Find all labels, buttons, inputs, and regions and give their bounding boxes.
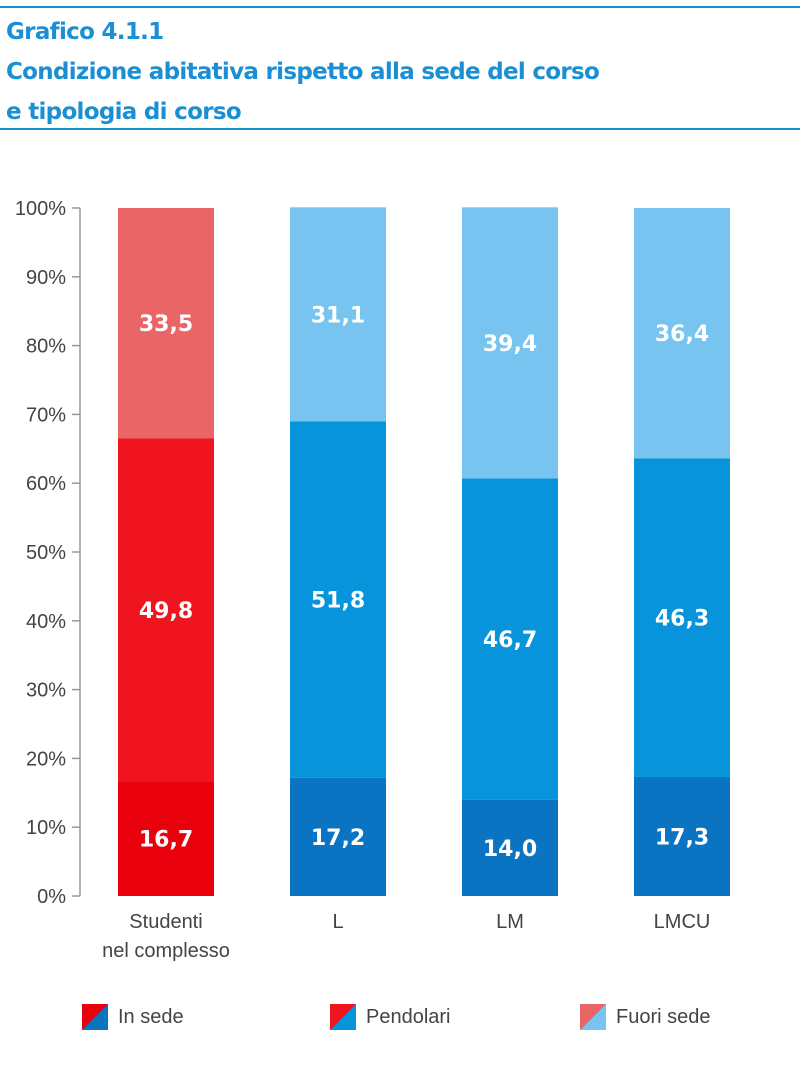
top-rule — [0, 6, 800, 8]
data-label: 46,7 — [483, 628, 537, 653]
data-label: 49,8 — [139, 599, 193, 624]
chart-title-block: Grafico 4.1.1 Condizione abitativa rispe… — [6, 12, 600, 132]
data-label: 31,1 — [311, 303, 365, 328]
legend-label-pendolari: Pendolari — [366, 1005, 451, 1028]
title-rule — [0, 128, 800, 130]
y-tick-label: 100% — [15, 198, 66, 220]
y-tick-label: 70% — [26, 404, 66, 426]
x-category-label: L — [332, 911, 343, 933]
stacked-bar-chart: 0% 10% 20% 30% 40% 50% 60% 70% 80% 90% 100% 16,7 49,… — [15, 198, 730, 962]
y-tick-label: 80% — [26, 336, 66, 358]
legend-swatch-pendolari — [330, 1004, 356, 1030]
legend: In sede Pendolari Fuori sede — [0, 1004, 800, 1034]
bar-segment-fuori-sede — [634, 208, 730, 459]
chart-title-line-1: Condizione abitativa rispetto alla sede … — [6, 59, 600, 85]
data-label: 36,4 — [655, 322, 709, 347]
bar-segment-pendolari — [118, 438, 214, 782]
data-label: 16,7 — [139, 828, 193, 853]
data-label: 33,5 — [139, 312, 193, 337]
bar-segment-fuori-sede — [290, 207, 386, 422]
legend-item-fuori-sede: Fuori sede — [580, 1004, 711, 1030]
y-tick-label: 0% — [37, 886, 66, 908]
data-label: 14,0 — [483, 837, 537, 862]
bar-segment-fuori-sede — [118, 208, 214, 439]
x-category-label: LM — [496, 911, 524, 933]
bar-segment-pendolari — [634, 458, 730, 777]
bar-segment-fuori-sede — [462, 207, 558, 479]
data-label: 39,4 — [483, 332, 537, 357]
y-tick-label: 30% — [26, 680, 66, 702]
legend-item-pendolari: Pendolari — [330, 1004, 451, 1030]
chart-title-line-2: e tipologia di corso — [6, 99, 242, 125]
x-category-label: nel complesso — [102, 940, 230, 962]
x-category-label: Studenti — [129, 911, 202, 933]
chart-number: Grafico 4.1.1 — [6, 19, 164, 45]
data-label: 17,2 — [311, 826, 365, 851]
x-category-label: LMCU — [654, 911, 711, 933]
y-tick-label: 60% — [26, 473, 66, 495]
legend-label-fuori-sede: Fuori sede — [616, 1005, 711, 1028]
bar-segment-pendolari — [462, 478, 558, 800]
bar-segment-in-sede — [290, 777, 386, 896]
bar-segment-in-sede — [634, 776, 730, 896]
legend-swatch-fuori-sede — [580, 1004, 606, 1030]
bar-segment-in-sede — [118, 781, 214, 896]
legend-item-in-sede: In sede — [82, 1004, 184, 1030]
y-tick-label: 90% — [26, 267, 66, 289]
legend-swatch-in-sede — [82, 1004, 108, 1030]
y-tick-label: 10% — [26, 817, 66, 839]
data-label: 17,3 — [655, 825, 709, 850]
bar-segment-pendolari — [290, 421, 386, 778]
y-tick-label: 50% — [26, 542, 66, 564]
bar-segment-in-sede — [462, 799, 558, 896]
y-tick-label: 40% — [26, 611, 66, 633]
legend-label-in-sede: In sede — [118, 1005, 184, 1028]
data-label: 46,3 — [655, 607, 709, 632]
y-tick-label: 20% — [26, 748, 66, 770]
data-label: 51,8 — [311, 588, 365, 613]
